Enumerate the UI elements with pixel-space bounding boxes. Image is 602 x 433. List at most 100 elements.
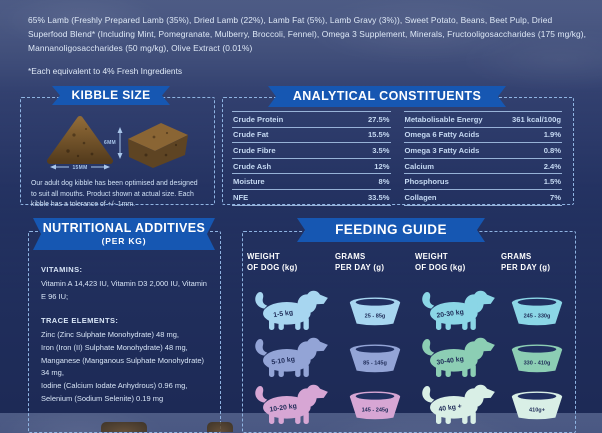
weight-label: 30-40 kg — [436, 356, 464, 367]
row-value: 1.9% — [543, 130, 561, 140]
column-header: GRAMS PER DAY (g) — [335, 252, 415, 282]
nutritional-additives-content: VITAMINS: Vitamin A 14,423 IU, Vitamin D… — [41, 264, 213, 418]
feeding-guide-grid: WEIGHT OF DOG (kg) GRAMS PER DAY (g) WEIGH… — [247, 252, 573, 423]
header-line: WEIGHT — [247, 252, 280, 261]
kibble-wedge-side — [128, 123, 188, 168]
feeding-row-cell: 25 - 85g — [335, 287, 415, 329]
row-value: 33.5% — [367, 192, 390, 202]
weight-label: 20-30 kg — [436, 309, 464, 320]
row-label: Crude Ash — [233, 161, 272, 171]
composition-text: 65% Lamb (Freshly Prepared Lamb (35%), D… — [28, 15, 587, 53]
table-row: Omega 3 Fatty Acids 0.8% — [403, 143, 562, 159]
dog-icon: 20-30 kg — [416, 286, 500, 330]
table-row: Collagen 7% — [403, 190, 562, 206]
feeding-row-cell: 30-40 kg — [415, 334, 501, 376]
dog-icon: 40 kg + — [416, 380, 500, 424]
header-line: OF DOG (kg) — [415, 262, 466, 272]
feeding-row-cell: 10-20 kg — [247, 381, 335, 423]
table-row: Crude Protein 27.5% — [232, 111, 391, 128]
row-label: NFE — [233, 192, 249, 202]
feeding-row-cell: 145 - 245g — [335, 381, 415, 423]
height-measure-arrow: 6MM — [104, 127, 123, 159]
row-value: 27.5% — [367, 114, 390, 124]
kibble-triangle-front — [47, 116, 113, 164]
header-line: GRAMS — [501, 252, 532, 261]
row-value: 2.4% — [543, 161, 561, 171]
grams-label: 25 - 85g — [365, 313, 386, 319]
row-label: Crude Fat — [233, 130, 269, 140]
kibble-description: Our adult dog kibble has been optimised … — [31, 179, 198, 209]
weight-label: 10-20 kg — [269, 403, 297, 414]
trace-line: Manganese (Manganous Sulphate Monohydrat… — [41, 355, 205, 378]
bowl-icon: 85 - 145g — [346, 343, 404, 373]
table-row: Omega 6 Fatty Acids 1.9% — [403, 128, 562, 144]
kibble-photo-edge — [101, 422, 147, 432]
analytical-constituents-table: Crude Protein 27.5% Crude Fat 15.5% Crude … — [232, 111, 562, 206]
vitamins-text: Vitamin A 14,423 IU, Vitamin D3 2,000 IU… — [41, 278, 207, 301]
feeding-row-cell: 245 - 330g — [501, 287, 573, 329]
table-row: Metabolisable Energy 361 kcal/100g — [403, 111, 562, 128]
vitamins-heading: VITAMINS: — [41, 265, 83, 274]
row-value: 7% — [550, 192, 561, 202]
grams-label: 245 - 330g — [524, 313, 551, 319]
composition-footnote: *Each equivalent to 4% Fresh Ingredients — [28, 66, 183, 77]
row-value: 0.8% — [543, 145, 561, 155]
header-line: PER DAY (g) — [335, 262, 385, 272]
feeding-row-cell: 40 kg + — [415, 381, 501, 423]
feeding-guide-banner: FEEDING GUIDE — [297, 218, 485, 242]
analytical-constituents-banner: ANALYTICAL CONSTITUENTS — [268, 86, 506, 107]
row-label: Crude Fibre — [233, 145, 276, 155]
row-value: 8% — [378, 177, 390, 187]
row-value: 1.5% — [543, 177, 561, 187]
trace-elements-heading: TRACE ELEMENTS: — [41, 316, 119, 326]
banner-title: NUTRITIONAL ADDITIVES — [42, 221, 206, 235]
analytical-right-column: Metabolisable Energy 361 kcal/100g Omega … — [403, 111, 562, 206]
table-row: Calcium 2.4% — [403, 159, 562, 175]
kibble-width-label: 15MM — [72, 165, 87, 171]
trace-elements-block: TRACE ELEMENTS: Zinc (Zinc Sulphate Mono… — [41, 315, 213, 405]
bowl-icon: 330 - 410g — [508, 343, 566, 373]
header-line: WEIGHT — [415, 252, 448, 261]
header-line: OF DOG (kg) — [247, 262, 298, 272]
column-header: WEIGHT OF DOG (kg) — [415, 252, 501, 282]
bowl-icon: 25 - 85g — [346, 296, 404, 326]
row-value: 15.5% — [367, 130, 390, 140]
feeding-row-cell: 410g+ — [501, 381, 573, 423]
kibble-photo-edge — [207, 422, 233, 432]
table-row: NFE 33.5% — [232, 190, 391, 206]
row-label: Metabolisable Energy — [404, 114, 483, 124]
bowl-icon: 245 - 330g — [508, 296, 566, 326]
feeding-row-cell: 20-30 kg — [415, 287, 501, 329]
trace-line: Iron (Iron (II) Sulphate Monohydrate) 48… — [41, 342, 188, 352]
column-header: GRAMS PER DAY (g) — [501, 252, 573, 282]
row-label: Phosphorus — [404, 177, 449, 187]
feeding-row-cell: 5-10 kg — [247, 334, 335, 376]
kibble-height-label: 6MM — [104, 140, 116, 146]
kibble-size-banner: KIBBLE SIZE — [52, 86, 170, 105]
row-label: Crude Protein — [233, 114, 284, 124]
bowl-opening — [517, 392, 557, 400]
row-label: Omega 6 Fatty Acids — [404, 130, 480, 140]
table-row: Phosphorus 1.5% — [403, 174, 562, 190]
dog-icon: 10-20 kg — [249, 380, 333, 424]
feeding-row-cell: 85 - 145g — [335, 334, 415, 376]
width-measure-arrow: 15MM — [50, 164, 110, 171]
weight-label: 40 kg + — [438, 403, 462, 413]
grams-label: 410g+ — [529, 407, 546, 413]
row-label: Moisture — [233, 177, 265, 187]
trace-line: Zinc (Zinc Sulphate Monohydrate) 48 mg, — [41, 330, 179, 339]
bowl-icon: 410g+ — [508, 390, 566, 420]
bowl-icon: 145 - 245g — [346, 390, 404, 420]
table-row: Crude Ash 12% — [232, 159, 391, 175]
bowl-opening — [355, 345, 395, 353]
bowl-opening — [355, 298, 395, 306]
row-value: 3.5% — [372, 145, 390, 155]
dog-icon: 1-5 kg — [249, 286, 333, 330]
header-line: GRAMS — [335, 252, 366, 261]
nutritional-additives-banner: NUTRITIONAL ADDITIVES (PER KG) — [33, 218, 215, 250]
vitamins-block: VITAMINS: Vitamin A 14,423 IU, Vitamin D… — [41, 264, 213, 303]
header-line: PER DAY (g) — [501, 262, 551, 272]
banner-subtitle: (PER KG) — [101, 236, 147, 246]
row-value: 361 kcal/100g — [512, 114, 561, 124]
row-label: Omega 3 Fatty Acids — [404, 145, 480, 155]
